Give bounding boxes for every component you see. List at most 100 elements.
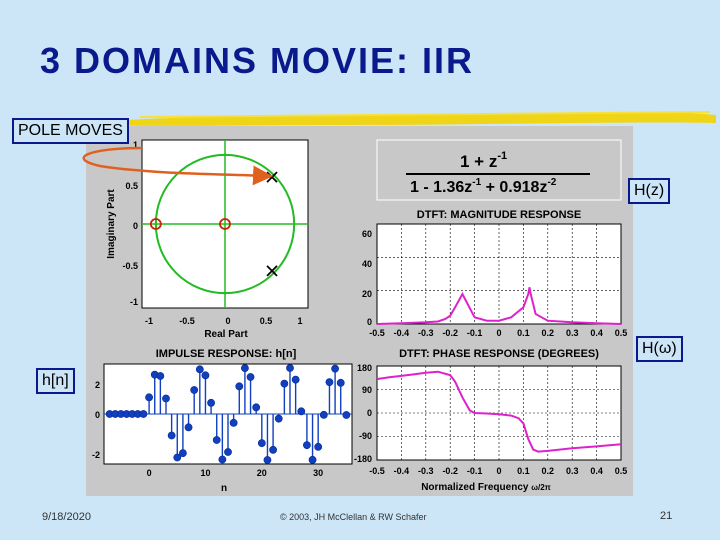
- svg-text:1 - 1.36z-1 + 0.918z-2: 1 - 1.36z-1 + 0.918z-2: [410, 177, 557, 196]
- impulse-sample: [224, 414, 232, 456]
- impulse-sample: [246, 373, 255, 414]
- svg-text:1 + z-1: 1 + z-1: [460, 150, 507, 171]
- ph-ytick-180: 180: [357, 363, 372, 373]
- ph-xticks-label: 0.3: [566, 466, 579, 476]
- mag-xticks: -0.5 -0.4 -0.3 -0.2 -0.1 0 0.1 0.2 0.3 0.4 0.5: [369, 328, 627, 338]
- impulse-sample: [269, 414, 277, 454]
- pole-moves-arrow: [82, 146, 273, 186]
- mag-xticks-label: 0.2: [542, 328, 555, 338]
- impulse-stems: [104, 364, 352, 464]
- formula-numerator: 1 + z: [460, 152, 497, 171]
- impulse-sample: [218, 414, 227, 464]
- ph-xticks-label: -0.4: [394, 466, 410, 476]
- imp-ytick-2: 2: [95, 380, 100, 390]
- ph-xticks-label: 0.4: [590, 466, 603, 476]
- impulse-sample: [156, 372, 165, 414]
- mag-xticks-label: 0.4: [590, 328, 603, 338]
- ph-ytick-neg90: -90: [359, 431, 372, 441]
- pole-zero-plot: 1 0.5 0 -0.5 -1 -1 -0.5 0 0.5 1 Real Par…: [106, 139, 309, 340]
- pz-xtick-neg1: -1: [145, 316, 153, 326]
- pz-ytick-neg0.5: -0.5: [122, 261, 138, 271]
- zero-marker-1: [149, 218, 162, 230]
- ph-xticks-label: 0.5: [615, 466, 628, 476]
- impulse-sample: [331, 364, 339, 414]
- pz-ytick-neg1: -1: [130, 297, 138, 307]
- impulse-sample: [274, 414, 283, 423]
- ph-xticks-label: -0.1: [467, 466, 483, 476]
- mag-xticks-label: -0.3: [418, 328, 434, 338]
- impulse-sample: [207, 398, 215, 414]
- pz-xtick-1: 1: [297, 316, 302, 326]
- title-underline-stroke: [112, 111, 716, 126]
- formula-denominator: 1 - 1.36z: [410, 179, 472, 196]
- transfer-function-formula: 1 + z-1 1 - 1.36z-1 + 0.918z-2: [376, 139, 622, 201]
- imp-xtick-label: 10: [200, 468, 210, 478]
- pz-ytick-1: 1: [133, 140, 138, 150]
- mag-xticks-label: -0.1: [467, 328, 483, 338]
- figure-canvas: 1 0.5 0 -0.5 -1 -1 -0.5 0 0.5 1 Real Par…: [92, 139, 627, 494]
- impulse-sample: [308, 414, 317, 464]
- impulse-sample: [195, 365, 204, 414]
- mag-xticks-label: 0.3: [566, 328, 579, 338]
- phase-xticks: -0.5 -0.4 -0.3 -0.2 -0.1 0 0.1 0.2 0.3 0.4 0.5: [369, 466, 627, 476]
- mag-ytick-20: 20: [362, 289, 372, 299]
- mag-ytick-60: 60: [362, 229, 372, 239]
- imp-xtick-label: 30: [313, 468, 323, 478]
- formula-num-exp: -1: [497, 150, 507, 162]
- impulse-sample: [263, 414, 272, 464]
- imp-xtick-label: 0: [147, 468, 152, 478]
- ph-ytick-neg180: -180: [354, 454, 372, 464]
- impulse-sample: [145, 393, 153, 414]
- hz-label: H(z): [628, 178, 671, 204]
- impulse-sample: [257, 414, 266, 448]
- impulse-sample: [167, 414, 176, 440]
- impulse-sample: [325, 378, 334, 414]
- hn-label: h[n]: [36, 368, 75, 394]
- impulse-sample: [212, 414, 221, 444]
- impulse-sample: [336, 378, 345, 414]
- phase-curve: [376, 370, 622, 453]
- pz-ylabel: Imaginary Part: [106, 189, 117, 259]
- impulse-sample: [303, 414, 311, 450]
- imp-ytick-0: 0: [95, 410, 100, 420]
- impulse-sample: [173, 414, 182, 462]
- pole-moves-label: POLE MOVES: [12, 118, 129, 144]
- ph-xticks-label: 0.2: [542, 466, 555, 476]
- imp-ytick-neg2: -2: [92, 450, 100, 460]
- matlab-figure-panel: 1 0.5 0 -0.5 -1 -1 -0.5 0 0.5 1 Real Par…: [86, 126, 633, 496]
- ph-xticks-label: -0.2: [442, 466, 458, 476]
- impulse-sample: [241, 364, 249, 414]
- slide-title: 3 DOMAINS MOVIE: IIR: [40, 40, 475, 81]
- imp-xtick-label: 20: [257, 468, 267, 478]
- footer-page-number: 21: [660, 510, 673, 522]
- ph-xticks-label: -0.5: [369, 466, 385, 476]
- mag-xticks-label: -0.4: [394, 328, 410, 338]
- impulse-sample: [252, 403, 261, 414]
- impulse-sample: [297, 407, 306, 416]
- pz-ytick-0: 0: [133, 221, 138, 231]
- formula-denominator-mid: + 0.918z: [481, 179, 547, 196]
- impulse-sample: [139, 410, 148, 418]
- impulse-sample: [190, 386, 199, 414]
- pz-xlabel: Real Part: [204, 329, 248, 340]
- phase-plot: DTFT: PHASE RESPONSE (DEGREES) 180 90 0 …: [354, 348, 627, 493]
- impulse-plot: IMPULSE RESPONSE: h[n] 2 0 -2 0 10 20 30 n: [92, 348, 353, 494]
- impulse-xlabel: n: [221, 483, 227, 494]
- impulse-sample: [286, 364, 294, 414]
- mag-xticks-label: 0: [496, 328, 501, 338]
- impulse-sample: [280, 379, 289, 414]
- phase-title: DTFT: PHASE RESPONSE (DEGREES): [399, 348, 599, 360]
- mag-title: DTFT: MAGNITUDE RESPONSE: [417, 209, 581, 221]
- impulse-sample: [184, 414, 193, 432]
- mag-xticks-label: -0.2: [442, 328, 458, 338]
- ph-xticks-label: 0: [496, 466, 501, 476]
- imp-xticks: 0 10 20 30: [147, 468, 324, 478]
- impulse-sample: [162, 394, 170, 414]
- pz-ytick-0.5: 0.5: [125, 181, 138, 191]
- pz-xtick-0.5: 0.5: [260, 316, 273, 326]
- impulse-sample: [291, 375, 300, 414]
- impulse-sample: [229, 414, 238, 427]
- zero-marker-2: [219, 218, 231, 230]
- phase-grid: [377, 366, 621, 460]
- magnitude-plot: DTFT: MAGNITUDE RESPONSE 60 40 20 0 -0.5…: [362, 209, 627, 338]
